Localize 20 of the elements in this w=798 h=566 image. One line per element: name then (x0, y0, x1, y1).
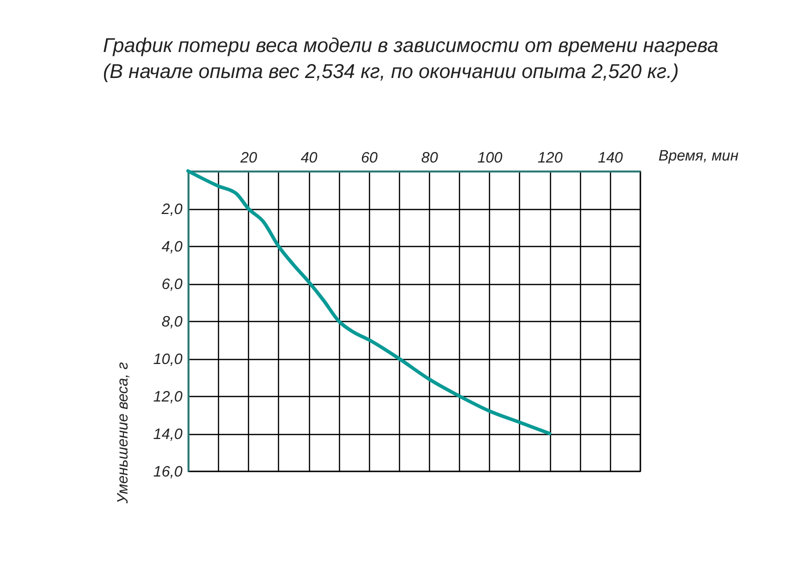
y-tick-label: 4,0 (162, 238, 184, 256)
chart-title: График потери веса модели в зависимости от времени нагрева (103, 35, 718, 57)
x-tick-label: 120 (538, 150, 564, 166)
y-tick-label: 12,0 (153, 388, 184, 406)
x-tick-label: 80 (421, 150, 439, 166)
y-tick-label: 14,0 (153, 426, 184, 443)
y-tick-label: 8,0 (162, 314, 184, 330)
y-tick-label: 2,0 (160, 201, 184, 218)
y-tick-label: 6,0 (162, 276, 184, 293)
x-tick-label: 140 (598, 150, 624, 166)
y-tick-label: 10,0 (153, 351, 184, 368)
x-axis-title: Время, мин (658, 148, 739, 164)
x-tick-label: 100 (477, 150, 503, 166)
x-tick-label: 60 (360, 150, 378, 166)
chart-subtitle: (В начале опыта вес 2,534 кг, по окончании опыта 2,520 кг.) (103, 61, 679, 83)
x-tick-label: 40 (300, 150, 318, 166)
x-tick-label: 20 (239, 150, 258, 166)
y-axis-title: Уменьшение веса, г (114, 362, 132, 504)
line-series (186, 169, 552, 436)
y-tick-label: 16,0 (153, 464, 184, 480)
